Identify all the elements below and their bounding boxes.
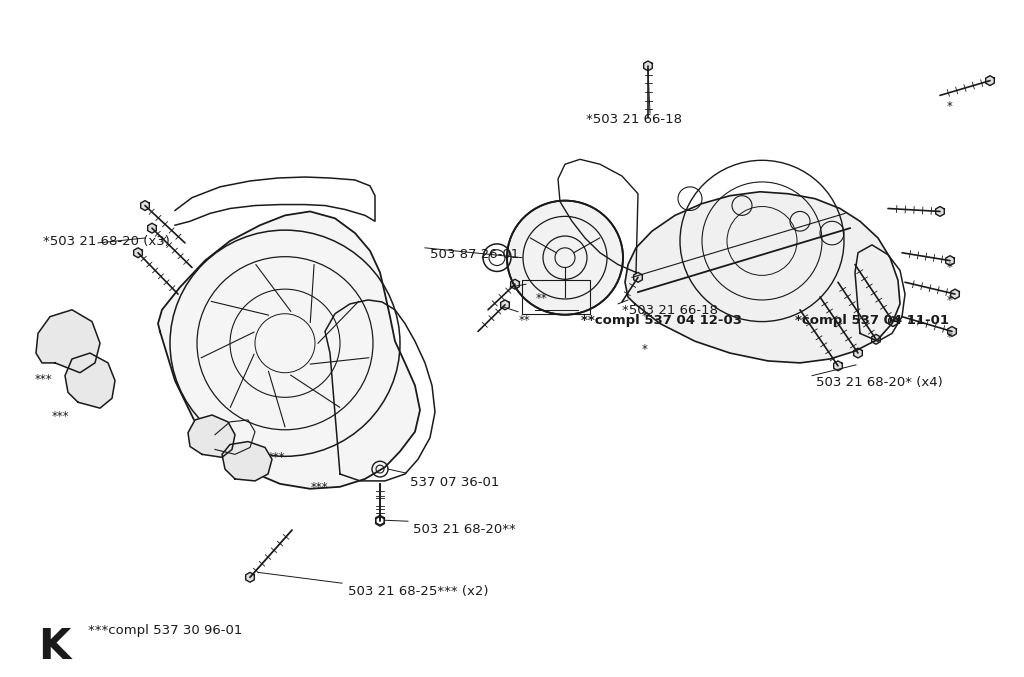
- Text: K: K: [38, 626, 71, 668]
- Text: 503 21 68-25*** (x2): 503 21 68-25*** (x2): [348, 585, 488, 598]
- Polygon shape: [936, 206, 944, 217]
- Text: **: **: [519, 313, 530, 327]
- Text: ***: ***: [268, 452, 286, 464]
- Polygon shape: [950, 289, 959, 299]
- Polygon shape: [889, 317, 897, 326]
- Polygon shape: [946, 256, 954, 265]
- Text: 537 07 36-01: 537 07 36-01: [410, 476, 500, 489]
- Text: 503 87 26-01: 503 87 26-01: [430, 248, 519, 261]
- Text: ***: ***: [35, 373, 52, 386]
- Text: ***: ***: [52, 410, 70, 423]
- Text: *: *: [642, 310, 648, 323]
- Polygon shape: [140, 200, 150, 211]
- Polygon shape: [222, 441, 272, 481]
- Text: *503 21 66-18: *503 21 66-18: [586, 113, 682, 126]
- Polygon shape: [246, 572, 254, 582]
- Polygon shape: [871, 334, 881, 344]
- Text: ***: ***: [311, 481, 329, 494]
- Text: *: *: [947, 332, 953, 345]
- Polygon shape: [511, 280, 519, 289]
- Polygon shape: [947, 326, 956, 336]
- Polygon shape: [36, 310, 100, 373]
- Polygon shape: [834, 361, 843, 371]
- Text: 503 21 68-20* (x4): 503 21 68-20* (x4): [816, 376, 943, 389]
- Text: *: *: [947, 294, 953, 307]
- Polygon shape: [147, 223, 157, 233]
- Text: **compl 537 04 12-03: **compl 537 04 12-03: [581, 313, 742, 327]
- Polygon shape: [644, 61, 652, 71]
- Polygon shape: [134, 248, 142, 258]
- Text: **: **: [536, 292, 548, 305]
- Polygon shape: [634, 272, 642, 282]
- Polygon shape: [854, 348, 862, 358]
- Text: *: *: [947, 100, 953, 113]
- Polygon shape: [501, 300, 509, 310]
- Polygon shape: [986, 76, 994, 85]
- Text: *: *: [642, 343, 648, 356]
- Text: *503 21 66-18: *503 21 66-18: [622, 304, 718, 317]
- Circle shape: [507, 200, 623, 315]
- Polygon shape: [625, 192, 900, 363]
- Text: *503 21 68-20 (x3): *503 21 68-20 (x3): [43, 235, 170, 248]
- Polygon shape: [188, 415, 234, 457]
- Text: 503 21 68-20**: 503 21 68-20**: [413, 523, 516, 536]
- Text: ***compl 537 30 96-01: ***compl 537 30 96-01: [88, 624, 243, 638]
- Text: *: *: [947, 261, 953, 274]
- Text: *compl 537 04 11-01: *compl 537 04 11-01: [795, 313, 949, 327]
- Polygon shape: [158, 211, 420, 489]
- Polygon shape: [65, 353, 115, 408]
